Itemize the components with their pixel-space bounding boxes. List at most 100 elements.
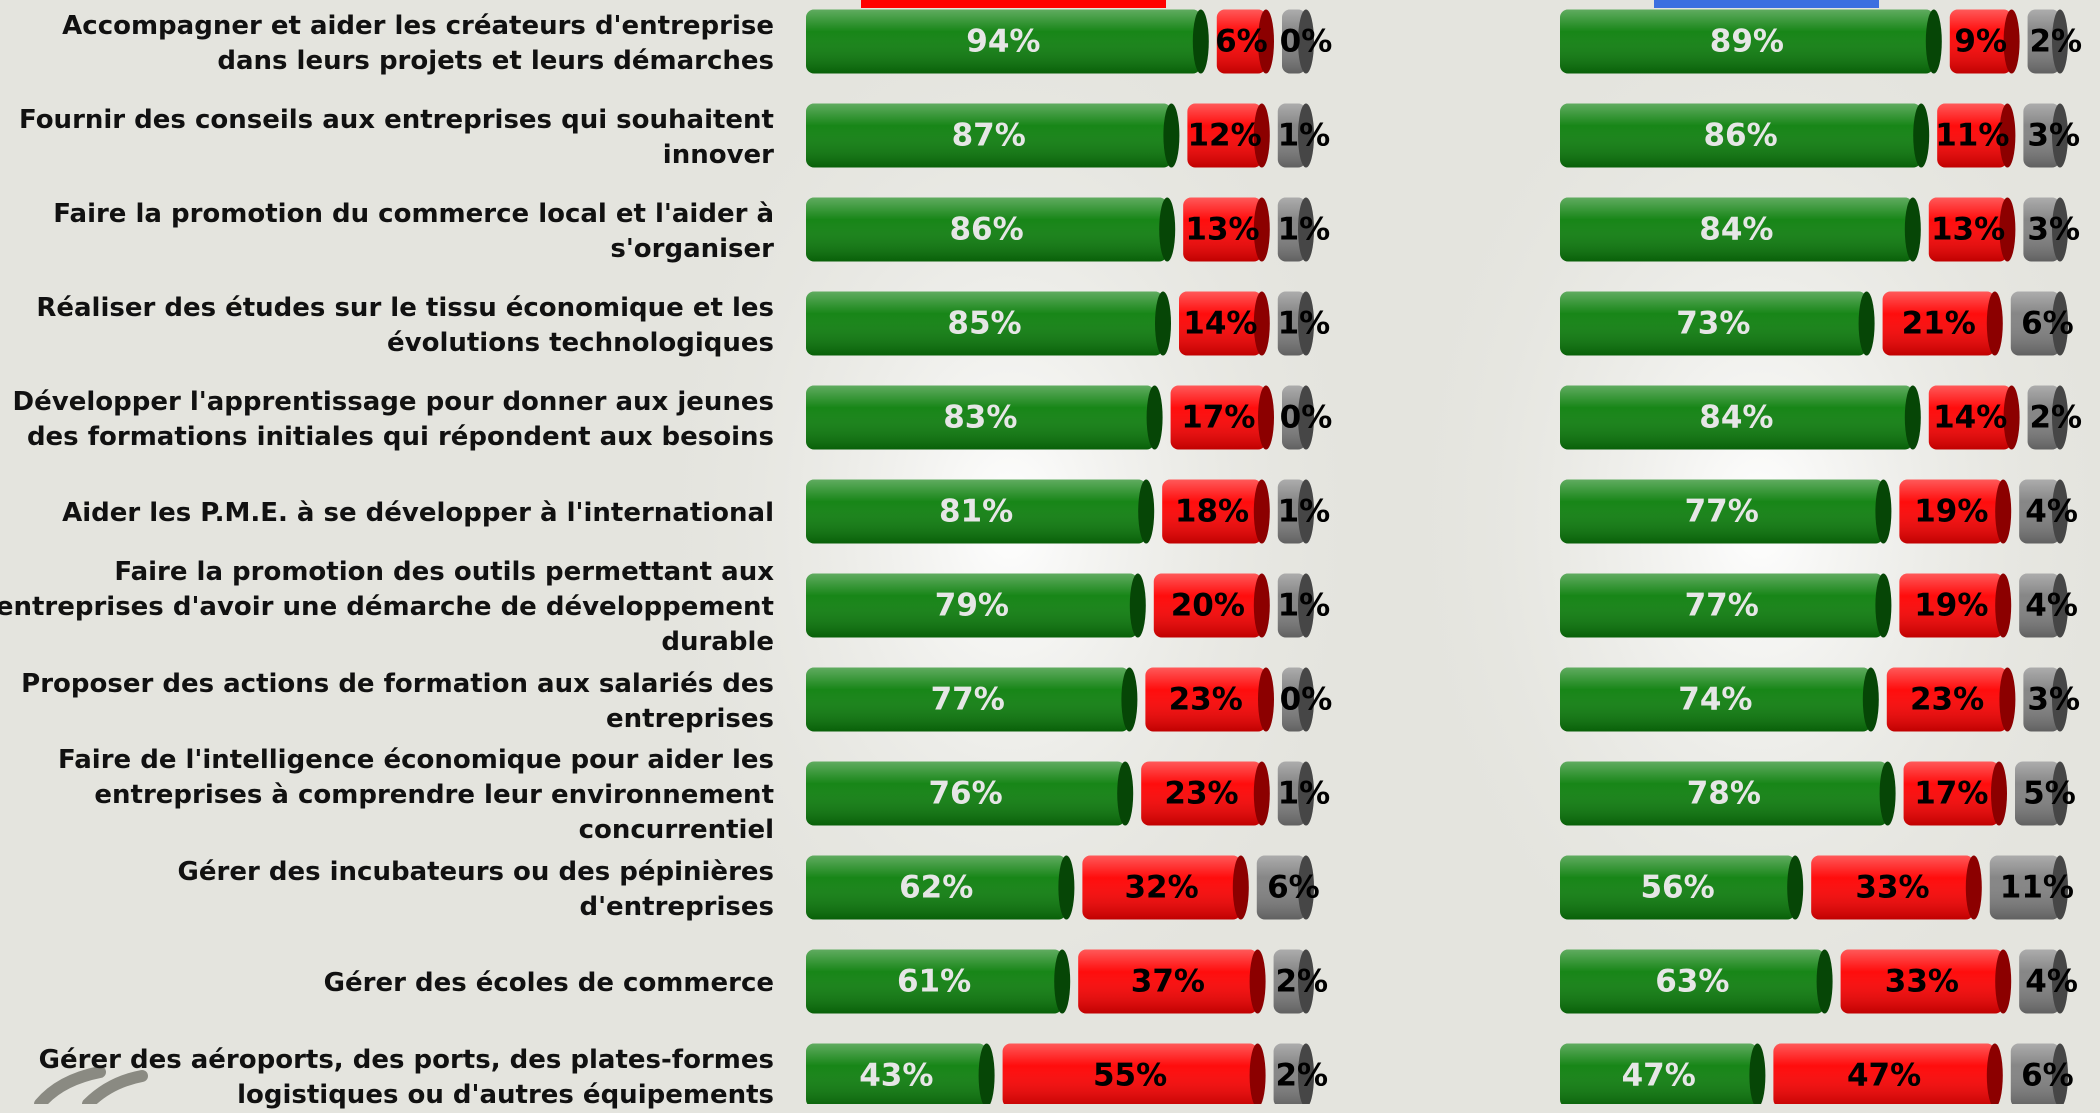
bar-cap — [2052, 385, 2068, 450]
bar-cap — [1875, 573, 1892, 638]
bar-cap — [1054, 949, 1071, 1014]
bar-cap — [1155, 291, 1171, 356]
value-label: 62% — [899, 870, 973, 906]
bar-shine — [1899, 479, 2004, 544]
bar-shine — [1928, 385, 2012, 450]
bar-shine — [2023, 103, 2060, 168]
bar-shine — [1882, 291, 1995, 356]
bar-shine — [1078, 949, 1258, 1014]
bar-shine — [806, 291, 1163, 356]
category-label: Accompagner et aider les créateurs d'ent… — [62, 10, 774, 76]
value-label: 13% — [1185, 212, 1259, 248]
header-strip — [861, 0, 1166, 8]
bar-cap — [1163, 103, 1180, 168]
bar-shine — [2023, 667, 2060, 732]
bar-shine — [1886, 667, 2008, 732]
value-label: 79% — [935, 588, 1009, 624]
bar-cap — [1749, 1043, 1766, 1104]
value-label: 81% — [939, 494, 1013, 530]
bar-cap — [1999, 103, 2016, 168]
value-label: 11% — [2000, 870, 2074, 906]
value-label: 76% — [928, 776, 1002, 812]
bar-shine — [1928, 197, 2008, 262]
bar-shine — [806, 197, 1168, 262]
value-label: 6% — [1215, 24, 1268, 60]
bar-shine — [806, 573, 1138, 638]
bar-cap — [2052, 291, 2068, 356]
bar-cap — [1146, 385, 1163, 450]
bar-shine — [1277, 573, 1306, 638]
bar-shine — [1170, 385, 1266, 450]
value-label: 4% — [2025, 964, 2078, 1000]
value-label: 86% — [1703, 118, 1777, 154]
bar-cap — [1249, 949, 1266, 1014]
value-label: 77% — [1685, 588, 1759, 624]
bar-cap — [1986, 1043, 2003, 1104]
bar-shine — [806, 761, 1126, 826]
bar-cap — [1298, 855, 1314, 920]
value-label: 23% — [1169, 682, 1243, 718]
bar-cap — [2052, 197, 2068, 262]
category-label: Faire la promotion du commerce local et … — [53, 198, 774, 264]
bar-cap — [2003, 385, 2020, 450]
bar-cap — [1258, 385, 1274, 450]
value-label: 43% — [859, 1058, 933, 1094]
bar-shine — [2023, 197, 2060, 262]
value-label: 12% — [1187, 118, 1261, 154]
bar-cap — [978, 1043, 995, 1104]
value-label: 1% — [1278, 776, 1331, 812]
value-label: 85% — [947, 306, 1021, 342]
bar-cap — [1129, 573, 1146, 638]
bar-cap — [1986, 291, 2003, 356]
bar-shine — [2019, 573, 2060, 638]
bar-cap — [1904, 197, 1921, 262]
bar-shine — [2015, 761, 2060, 826]
bar-cap — [1121, 667, 1138, 732]
value-label: 2% — [1275, 964, 1328, 1000]
bar-shine — [1937, 103, 2008, 168]
bar-cap — [1253, 103, 1270, 168]
bar-shine — [1277, 479, 1306, 544]
bar-cap — [1298, 291, 1314, 356]
bar-cap — [2052, 949, 2068, 1014]
bar-cap — [1192, 9, 1209, 74]
bar-shine — [1277, 761, 1306, 826]
value-label: 1% — [1278, 494, 1331, 530]
value-label: 17% — [1914, 776, 1988, 812]
value-label: 37% — [1131, 964, 1205, 1000]
bar-cap — [2052, 479, 2068, 544]
bar-shine — [1273, 949, 1306, 1014]
bar-cap — [2052, 573, 2068, 638]
bar-cap — [1298, 573, 1314, 638]
category-label: Réaliser des études sur le tissu économi… — [36, 292, 774, 358]
bar-shine — [1145, 667, 1266, 732]
bar-cap — [1253, 479, 1270, 544]
bar-cap — [1995, 479, 2012, 544]
bar-cap — [2052, 667, 2068, 732]
bar-cap — [1298, 761, 1314, 826]
value-label: 3% — [2027, 682, 2080, 718]
bar-shine — [806, 479, 1147, 544]
value-label: 73% — [1676, 306, 1750, 342]
bar-cap — [1999, 667, 2016, 732]
bar-shine — [1002, 1043, 1258, 1104]
bar-shine — [1560, 9, 1934, 74]
bar-shine — [1560, 479, 1884, 544]
bar-shine — [2010, 1043, 2060, 1104]
bar-cap — [1298, 103, 1314, 168]
bar-shine — [1560, 667, 1871, 732]
bar-shine — [806, 667, 1130, 732]
bar-shine — [2027, 9, 2060, 74]
bar-shine — [1811, 855, 1974, 920]
bar-shine — [2010, 291, 2060, 356]
bar-cap — [1965, 855, 1982, 920]
value-label: 1% — [1278, 306, 1331, 342]
bar-cap — [1253, 291, 1270, 356]
bar-shine — [1560, 1043, 1758, 1104]
value-label: 33% — [1855, 870, 1929, 906]
bar-cap — [2052, 855, 2068, 920]
value-label: 63% — [1655, 964, 1729, 1000]
bar-cap — [1995, 949, 2012, 1014]
bar-shine — [1903, 761, 1999, 826]
